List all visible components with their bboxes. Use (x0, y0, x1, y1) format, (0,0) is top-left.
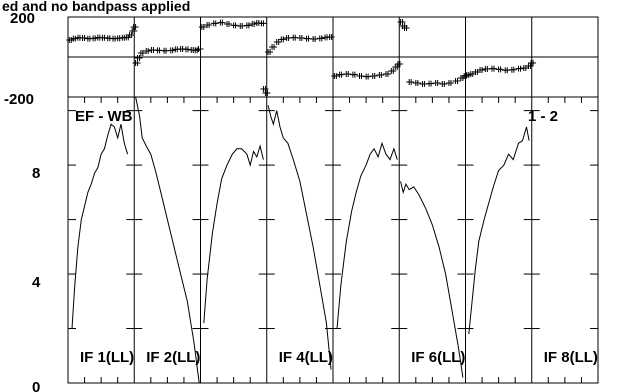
amplitude-series-line (334, 141, 398, 329)
phase-point (384, 71, 391, 77)
amplitude-series-line (400, 181, 464, 378)
phase-point (345, 71, 352, 77)
phase-point (132, 24, 139, 30)
panel-label: IF 1(LL) (80, 349, 134, 366)
phase-point (264, 90, 271, 96)
phase-point (428, 80, 435, 87)
phase-point (527, 63, 534, 69)
phase-point (378, 72, 385, 78)
phase-point (447, 80, 454, 86)
phase-point (72, 35, 79, 42)
phase-point (333, 73, 340, 79)
amp-ytick-4: 4 (32, 274, 41, 291)
phase-point (510, 66, 517, 73)
phase-ytick-top: 200 (10, 10, 35, 27)
phase-point (312, 36, 319, 42)
phase-point (260, 20, 267, 27)
amplitude-series-line (69, 123, 129, 329)
phase-point (454, 78, 461, 84)
phase-point (267, 49, 274, 55)
amplitude-series-line (468, 126, 530, 335)
phase-point (408, 79, 415, 85)
panel-label: IF 8(LL) (544, 349, 598, 366)
phase-point (434, 80, 441, 86)
phase-point (219, 19, 226, 26)
amplitude-panel (67, 96, 599, 384)
panel-label: IF 6(LL) (411, 349, 465, 366)
phase-point (206, 22, 213, 28)
amp-ytick-8: 8 (32, 165, 40, 182)
phase-point (403, 25, 410, 31)
phase-point (351, 71, 358, 78)
phase-point (298, 35, 305, 41)
baseline-label: EF - WB (75, 108, 133, 125)
phase-point (184, 46, 191, 53)
phase-point (328, 34, 335, 40)
phase-point (479, 67, 486, 73)
baseline-pair: 1 - 2 (528, 108, 558, 125)
phase-point (200, 24, 207, 30)
phase-point (169, 47, 176, 54)
phase-point (338, 71, 345, 78)
panel-label: IF 4(LL) (279, 349, 333, 366)
phase-point (225, 21, 232, 27)
phase-point (251, 21, 258, 27)
phase-point (245, 22, 252, 29)
phase-panel (66, 16, 599, 98)
phase-point (212, 20, 219, 27)
phase-point (275, 39, 282, 45)
amplitude-series-line (135, 96, 200, 384)
phase-point (365, 73, 372, 80)
phase-point (271, 44, 278, 50)
phase-point (441, 81, 448, 87)
phase-point (517, 65, 524, 72)
phase-point (194, 47, 201, 54)
phase-point (390, 68, 397, 74)
phase-point (136, 55, 143, 61)
phase-point (145, 48, 152, 54)
phase-point (414, 80, 421, 86)
amplitude-series-line (203, 144, 264, 324)
phase-point (463, 73, 470, 79)
phase-point (396, 61, 403, 67)
amplitude-series-line (267, 105, 332, 370)
phase-point (92, 35, 99, 42)
phase-point (358, 73, 365, 79)
phase-point (280, 36, 287, 43)
panel-label: IF 2(LL) (146, 349, 200, 366)
phase-point (530, 60, 537, 66)
phase-point (232, 22, 239, 29)
amp-ytick-0: 0 (32, 379, 40, 392)
phase-point (490, 65, 497, 72)
phase-point (239, 23, 246, 29)
phase-point (497, 66, 504, 73)
chart-title: ed and no bandpass applied (2, 0, 190, 14)
phase-point (371, 73, 378, 79)
phase-point (128, 32, 135, 38)
phase-point (81, 35, 88, 41)
phase-point (139, 50, 146, 56)
phase-point (318, 35, 325, 42)
panel-labels: IF 1(LL) IF 2(LL) IF 4(LL) IF 6(LL) IF 8(LL) (80, 349, 598, 366)
phase-ytick-bottom: -200 (4, 91, 34, 108)
